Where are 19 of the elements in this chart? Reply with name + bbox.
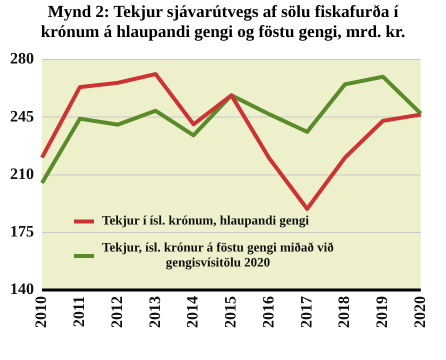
y-tick-label: 175 — [10, 224, 34, 241]
x-tick-label: 2015 — [222, 296, 240, 328]
x-tick-label: 2020 — [412, 296, 429, 328]
x-tick-label: 2011 — [71, 296, 88, 328]
y-tick-label: 140 — [10, 281, 34, 298]
x-tick-label: 2013 — [146, 296, 164, 328]
x-tick-label: 2019 — [374, 296, 392, 328]
legend-label: Tekjur, ísl. krónur á föstu gengi miðað við gengisvísitölu 2020 — [102, 239, 334, 270]
x-tick-label: 2012 — [108, 296, 126, 328]
x-tick-label: 2010 — [33, 296, 50, 328]
y-tick-label: 245 — [10, 108, 34, 126]
x-tick-label: 2014 — [184, 296, 202, 328]
legend-label: Tekjur í ísl. krónum, hlaupandi gengi — [102, 212, 310, 228]
y-tick-label: 280 — [10, 50, 34, 68]
y-tick-label: 210 — [10, 166, 34, 183]
x-tick-label: 2018 — [336, 296, 354, 328]
x-tick-label: 2016 — [260, 296, 278, 328]
x-tick-label: 2017 — [298, 296, 316, 328]
chart-title: Mynd 2: Tekjur sjávarútvegs af sölu fiskafurða í krónum á hlaupandi gengi og föstu gengi, mrd. kr. — [40, 2, 406, 42]
